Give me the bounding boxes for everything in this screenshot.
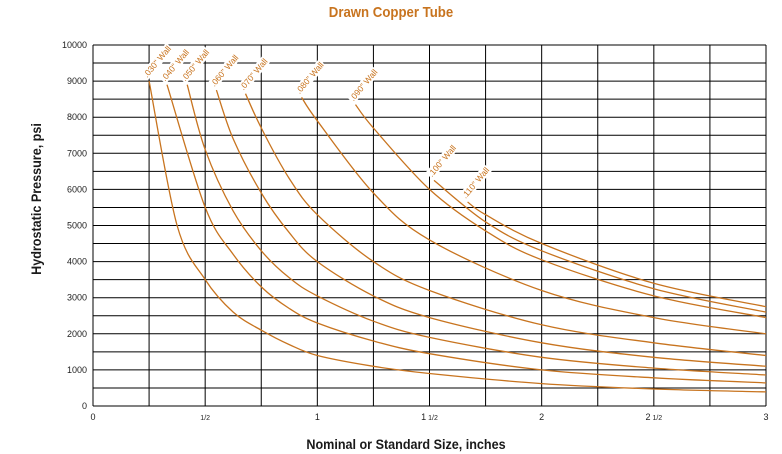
- series-label-background: [236, 55, 271, 93]
- series-line: [186, 84, 767, 376]
- series-label: .070" Wall: [237, 56, 269, 92]
- y-axis-title: Hydrostatic Pressure, psi: [28, 123, 44, 275]
- y-tick-label: 1000: [67, 365, 87, 375]
- series-line: [467, 201, 767, 308]
- y-tick-label: 7000: [67, 148, 87, 158]
- series-label-background: [458, 164, 492, 202]
- x-tick-label: 2: [539, 412, 544, 422]
- series-line: [244, 93, 767, 357]
- series-label-background: [158, 46, 192, 84]
- x-axis-title: Nominal or Standard Size, inches: [306, 436, 505, 452]
- y-tick-label: 0: [82, 401, 87, 411]
- y-tick-label: 10000: [62, 40, 87, 50]
- series-line: [148, 80, 767, 393]
- y-tick-label: 5000: [67, 221, 87, 231]
- chart-title: Drawn Copper Tube: [328, 4, 454, 21]
- y-tick-label: 9000: [67, 76, 87, 86]
- y-tick-label: 8000: [67, 112, 87, 122]
- series-label: .080" Wall: [294, 60, 326, 96]
- series-label: .110" Wall: [460, 165, 492, 200]
- series-label: .090" Wall: [347, 67, 379, 103]
- series-label-background: [207, 51, 242, 90]
- series-label: .060" Wall: [208, 53, 240, 89]
- series-label-background: [346, 66, 381, 104]
- x-tick-label: 1/2: [200, 415, 210, 422]
- x-tick-label: 1: [315, 412, 320, 422]
- series-line: [433, 179, 767, 313]
- series-label: .100" Wall: [426, 143, 458, 179]
- series-line: [215, 89, 767, 367]
- y-tick-label: 2000: [67, 329, 87, 339]
- series-label-background: [140, 42, 174, 81]
- x-tick-label: 2 1/2: [645, 412, 662, 422]
- series-line: [354, 104, 767, 319]
- y-tick-label: 6000: [67, 184, 87, 194]
- y-tick-label: 4000: [67, 257, 87, 267]
- y-tick-label: 3000: [67, 293, 87, 303]
- x-tick-label: 1 1/2: [421, 412, 438, 422]
- x-tick-label: 3: [763, 412, 768, 422]
- series-label-background: [425, 142, 459, 180]
- series-line: [166, 84, 767, 384]
- series-label-background: [178, 46, 212, 84]
- series-line: [301, 96, 767, 335]
- series-label-background: [292, 59, 327, 97]
- x-tick-label: 0: [90, 412, 95, 422]
